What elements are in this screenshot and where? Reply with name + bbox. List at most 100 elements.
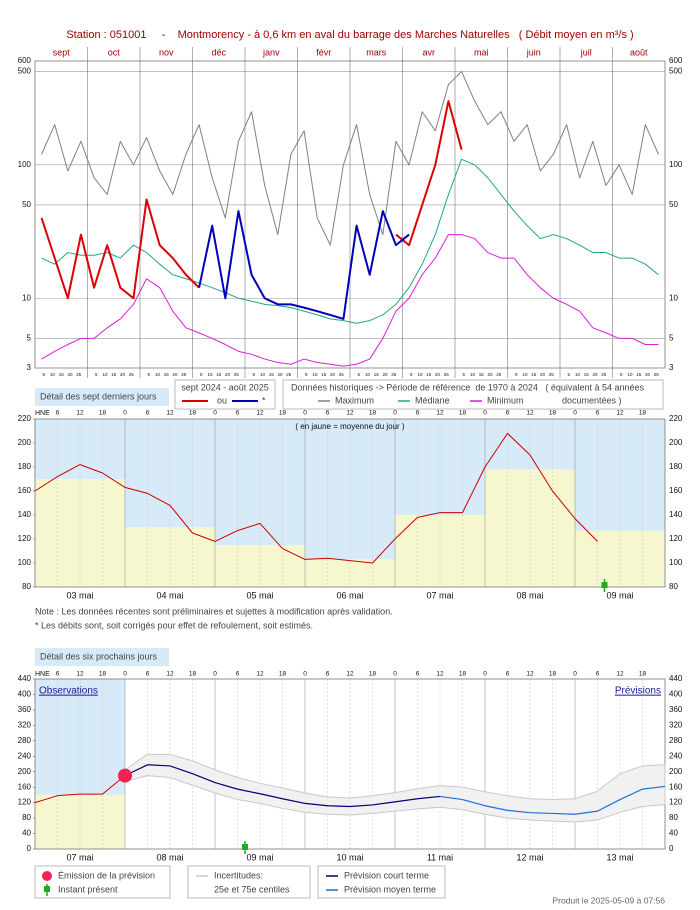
day-tick-label: 10 [417, 372, 423, 377]
y-tick-label: 360 [18, 705, 32, 714]
day-tick-label: 5 [200, 372, 203, 377]
hour-label: 18 [369, 410, 377, 417]
hour-label: 12 [256, 410, 264, 417]
day-tick-label: 15 [321, 372, 327, 377]
y-tick-label-right: 180 [669, 462, 683, 471]
day-tick-label: 25 [129, 372, 135, 377]
y-tick-label: 0 [27, 844, 32, 853]
y-tick-label: 240 [18, 751, 32, 760]
observation-label: Observations [39, 686, 98, 697]
legend-swatch [42, 871, 52, 881]
y-tick-label: 600 [18, 56, 32, 65]
hour-label: 12 [346, 410, 354, 417]
day-tick-label: 15 [426, 372, 432, 377]
tab-label[interactable]: Détail des sept derniers jours [40, 391, 157, 401]
month-label: août [630, 47, 648, 57]
plot-frame [34, 418, 666, 588]
day-tick-label: 10 [102, 372, 108, 377]
hour-label: 18 [99, 410, 107, 417]
hour-label: 6 [236, 410, 240, 417]
hour-label: 6 [506, 671, 510, 678]
present-marker [242, 844, 248, 850]
day-tick-label: 10 [312, 372, 318, 377]
flow-line [34, 432, 598, 564]
day-label: 13 mai [606, 852, 633, 862]
y-tick-label: 180 [18, 462, 32, 471]
day-tick-label: 25 [76, 372, 82, 377]
hour-label: 12 [616, 671, 624, 678]
y-tick-label-right: 160 [669, 782, 683, 791]
day-tick-label: 10 [627, 372, 633, 377]
day-tick-label: 15 [479, 372, 485, 377]
legend-title: Données historiques -> Période de référe… [291, 382, 644, 392]
y-tick-label-right: 10 [669, 293, 678, 302]
y-tick-label-right: 120 [669, 534, 683, 543]
day-label: 08 mai [516, 590, 543, 600]
day-tick-label: 15 [584, 372, 590, 377]
month-label: févr [316, 47, 331, 57]
legend-joiner: ou [217, 395, 227, 405]
y-tick-label-right: 5 [669, 334, 674, 343]
hour-label: 18 [189, 671, 197, 678]
y-tick-label: 3 [27, 363, 32, 372]
day-tick-label: 25 [286, 372, 292, 377]
note: * Les débits sont, soit corrigés pour ef… [35, 620, 313, 630]
tab-label[interactable]: Détail des six prochains jours [40, 651, 158, 661]
hour-label: 0 [303, 671, 307, 678]
hour-label: 12 [616, 410, 624, 417]
y-tick-label: 400 [18, 690, 32, 699]
y-tick-label: 40 [22, 829, 31, 838]
y-tick-label: 100 [18, 160, 32, 169]
day-tick-label: 25 [391, 372, 397, 377]
day-label: 12 mai [516, 852, 543, 862]
day-tick-label: 15 [269, 372, 275, 377]
y-tick-label-right: 360 [669, 705, 683, 714]
present-marker [601, 582, 608, 588]
series-line [41, 71, 659, 246]
day-tick-label: 20 [172, 372, 178, 377]
month-label: avr [422, 47, 435, 57]
day-label: 05 mai [246, 590, 273, 600]
hour-label: 18 [99, 671, 107, 678]
hour-label: 0 [393, 671, 397, 678]
series-line [198, 210, 410, 320]
y-tick-label-right: 220 [669, 414, 683, 423]
observed-line [34, 775, 126, 804]
y-tick-label: 160 [18, 486, 32, 495]
legend-title: documentées ) [562, 395, 622, 405]
y-tick-label-right: 50 [669, 200, 678, 209]
day-tick-label: 15 [59, 372, 65, 377]
day-tick-label: 10 [50, 372, 56, 377]
legend-title: sept 2024 - août 2025 [181, 382, 269, 392]
hour-label: 12 [436, 671, 444, 678]
y-tick-label-right: 600 [669, 56, 683, 65]
day-tick-label: 5 [252, 372, 255, 377]
hour-label: 18 [459, 671, 467, 678]
day-tick-label: 20 [540, 372, 546, 377]
day-label: 09 mai [606, 590, 633, 600]
forecast-label: Prévisions [615, 686, 661, 697]
day-tick-label: 25 [339, 372, 345, 377]
hour-label: 0 [483, 410, 487, 417]
y-tick-label-right: 500 [669, 67, 683, 76]
day-tick-label: 5 [147, 372, 150, 377]
legend-box [174, 379, 276, 410]
y-tick-label: 160 [18, 782, 32, 791]
hour-label: 0 [123, 671, 127, 678]
legend-label: * [262, 395, 266, 405]
day-tick-label: 5 [410, 372, 413, 377]
hour-label: 6 [56, 671, 60, 678]
y-tick-label-right: 440 [669, 674, 683, 683]
forecast-line [439, 785, 666, 815]
hour-label: 6 [416, 671, 420, 678]
hour-label: 12 [436, 410, 444, 417]
day-tick-label: 15 [531, 372, 537, 377]
y-tick-label-right: 100 [669, 558, 683, 567]
hour-label: 12 [76, 671, 84, 678]
y-tick-label: 50 [22, 200, 31, 209]
day-tick-label: 25 [654, 372, 660, 377]
day-tick-label: 20 [592, 372, 598, 377]
day-label: 10 mai [336, 852, 363, 862]
legend-label: Émission de la prévision [58, 870, 155, 880]
